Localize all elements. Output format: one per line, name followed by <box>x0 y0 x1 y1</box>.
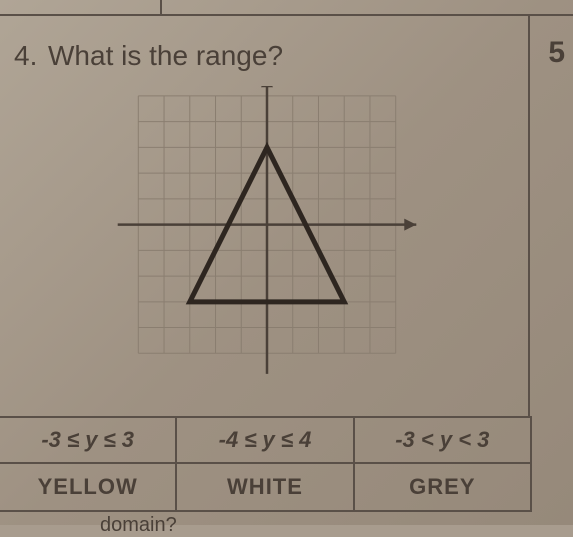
answer-option-2[interactable]: -4 ≤ y ≤ 4 <box>177 418 354 462</box>
graph-svg <box>80 86 420 416</box>
adjacent-cell: 5 <box>532 16 573 416</box>
answer-option-3[interactable]: -3 < y < 3 <box>355 418 530 462</box>
answer-options-row: -3 ≤ y ≤ 3 -4 ≤ y ≤ 4 -3 < y < 3 <box>0 416 530 464</box>
color-label-2: WHITE <box>177 464 354 510</box>
partial-bottom-text: domain? <box>100 514 177 537</box>
coordinate-graph <box>80 86 420 416</box>
answer-option-1[interactable]: -3 ≤ y ≤ 3 <box>0 418 177 462</box>
top-cell-border <box>0 0 573 16</box>
question-text: What is the range? <box>48 40 283 72</box>
axes <box>118 86 417 374</box>
color-label-3: GREY <box>355 464 530 510</box>
question-cell: 4. What is the range? <box>0 16 530 416</box>
color-labels-row: YELLOW WHITE GREY <box>0 464 530 512</box>
adjacent-question-number: 5 <box>548 36 565 70</box>
color-label-1: YELLOW <box>0 464 177 510</box>
right-column-border <box>530 416 532 512</box>
question-number: 4. <box>14 40 37 72</box>
